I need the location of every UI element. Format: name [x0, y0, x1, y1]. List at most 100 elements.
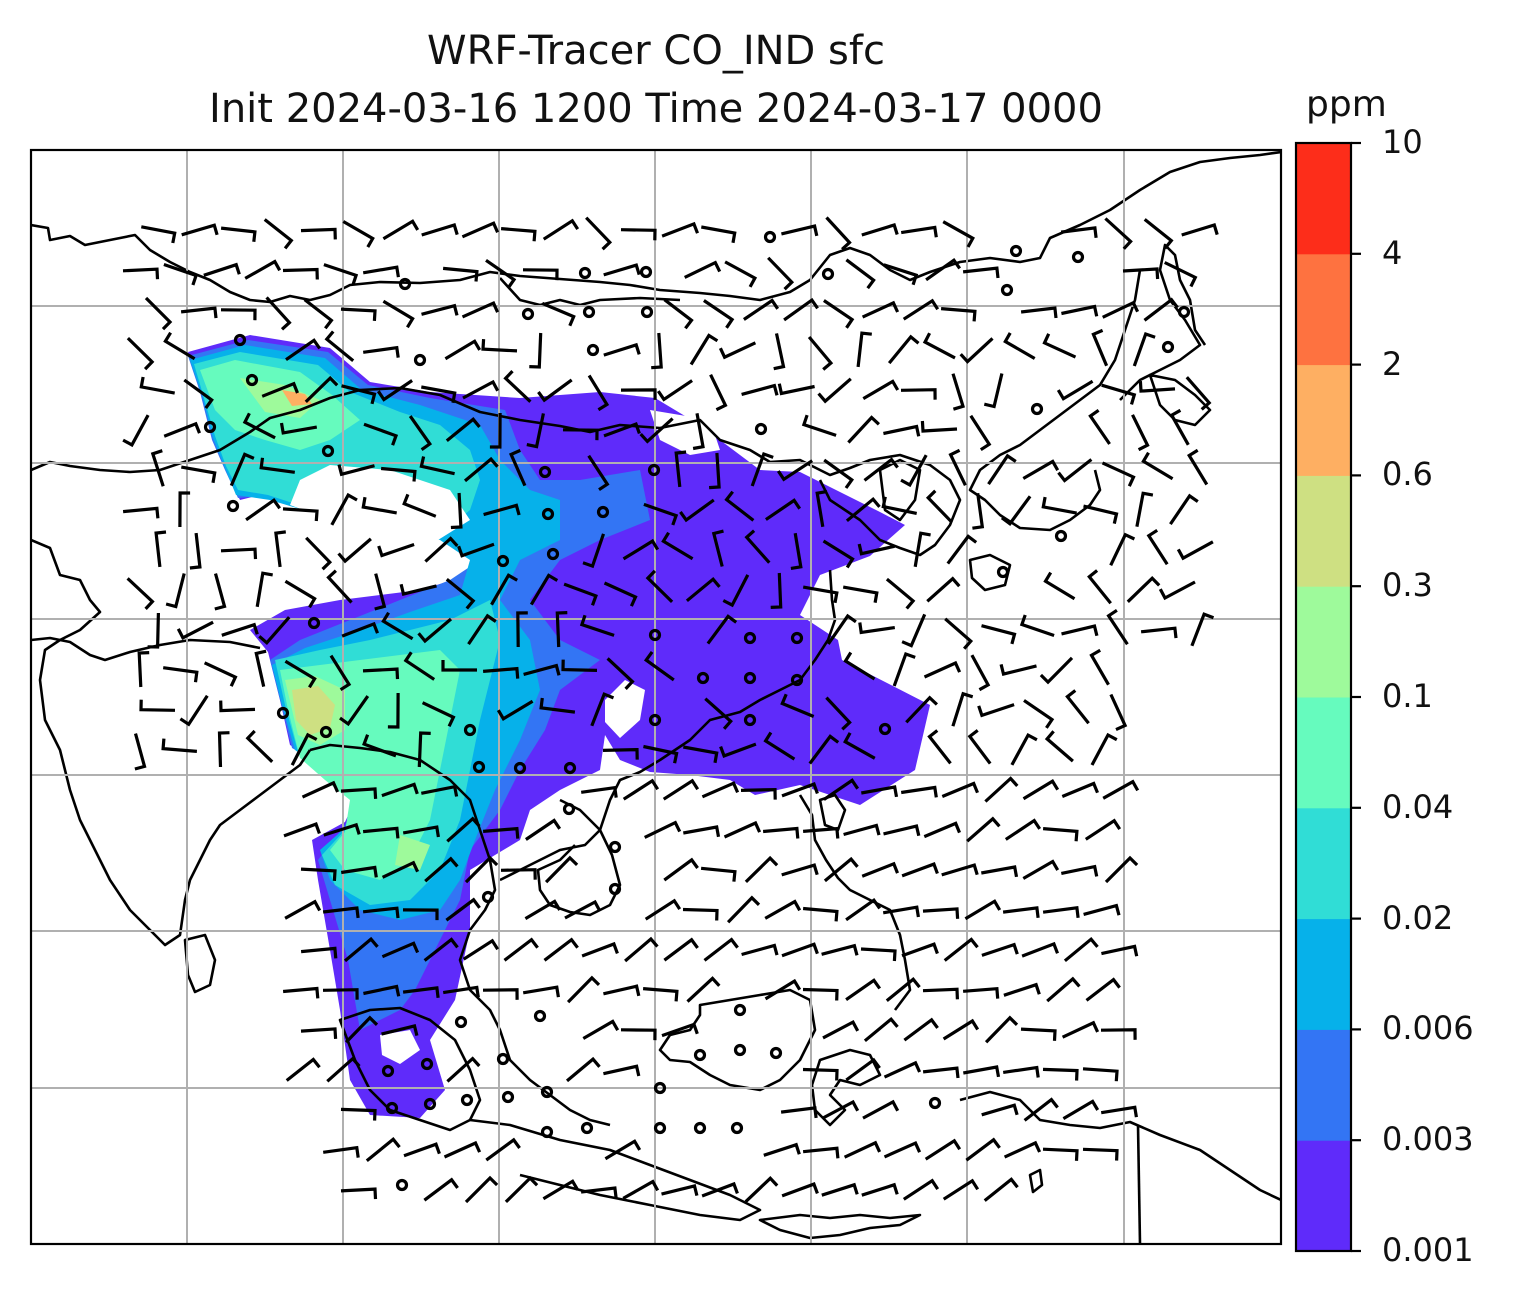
wind-barb	[303, 298, 334, 330]
wind-barb	[1083, 903, 1121, 916]
wind-barb	[823, 856, 859, 883]
wind-barb	[180, 306, 218, 319]
calm-wind-marker	[640, 305, 654, 319]
wind-barb	[329, 654, 352, 692]
wind-barb	[685, 576, 721, 603]
wind-barb	[941, 863, 979, 877]
wind-barb	[643, 502, 679, 526]
wind-barb	[706, 614, 738, 645]
wind-barb	[255, 571, 273, 608]
wind-barb	[744, 855, 779, 884]
wind-barb	[561, 659, 598, 672]
wind-barb	[882, 905, 920, 918]
wind-barb	[885, 977, 921, 1002]
wind-barb	[1101, 461, 1136, 487]
calm-wind-marker	[743, 631, 757, 645]
wind-barb	[341, 384, 377, 405]
wind-barb	[860, 947, 897, 962]
wind-barb	[923, 660, 962, 679]
wind-barb	[883, 824, 921, 837]
coastlines	[31, 150, 1281, 1244]
calm-wind-marker	[743, 713, 757, 727]
wind-barb	[1061, 1020, 1100, 1039]
calm-wind-marker	[496, 1052, 510, 1066]
wind-barb	[845, 1057, 881, 1082]
wind-barb	[183, 378, 214, 410]
colorbar-band	[1296, 364, 1351, 476]
wind-barb	[402, 825, 440, 838]
wind-barb	[901, 862, 939, 878]
wind-barb	[363, 984, 401, 997]
wind-barb	[446, 816, 481, 843]
wind-barb	[324, 330, 355, 363]
wind-barb	[679, 498, 715, 523]
calm-wind-marker	[319, 725, 333, 739]
wind-barb	[802, 906, 839, 922]
wind-barb	[282, 986, 320, 999]
wind-barb	[1122, 267, 1160, 280]
wind-barb	[442, 985, 480, 998]
wind-barb	[962, 986, 1000, 999]
wind-barb	[603, 263, 641, 277]
wind-barb	[965, 1137, 1001, 1162]
wind-barb	[718, 341, 757, 360]
wind-barb	[263, 218, 294, 250]
calm-wind-marker	[381, 1064, 395, 1078]
calm-wind-marker	[821, 267, 835, 281]
wind-barb	[1190, 612, 1215, 647]
wind-barb	[900, 225, 938, 238]
wind-barb	[925, 489, 953, 524]
wind-barb	[922, 987, 959, 1000]
calm-wind-marker	[648, 713, 662, 727]
wind-barb	[229, 452, 255, 487]
wind-barb	[1135, 491, 1154, 527]
wind-barb	[861, 300, 900, 319]
wind-barb	[1126, 575, 1161, 603]
wind-barb	[1061, 304, 1099, 317]
wind-barb	[562, 428, 599, 441]
wind-barb	[847, 415, 880, 444]
wind-barb	[1181, 222, 1219, 237]
wind-barb	[343, 936, 379, 963]
wind-barb	[461, 300, 500, 319]
wind-barb	[856, 331, 872, 368]
wind-barb	[387, 692, 400, 729]
wind-barb	[901, 613, 927, 648]
wind-barb	[362, 826, 400, 839]
wind-barb	[905, 695, 938, 724]
wind-barb	[902, 1178, 940, 1201]
wind-barb	[443, 1140, 482, 1159]
wind-barb	[981, 1103, 1019, 1117]
wind-barb	[362, 667, 400, 680]
wind-barb	[684, 260, 722, 279]
wind-barb	[740, 787, 777, 800]
wind-barb	[221, 622, 259, 637]
calm-wind-marker	[693, 1121, 707, 1135]
calm-wind-marker	[1161, 340, 1175, 354]
wind-barb	[822, 778, 860, 801]
wind-barb	[242, 412, 276, 440]
calm-wind-marker	[413, 353, 427, 367]
wind-barb	[808, 734, 840, 765]
wind-barb	[913, 531, 931, 568]
wind-barb	[529, 573, 559, 606]
wind-barb	[1062, 1099, 1100, 1120]
wind-barb	[1022, 779, 1060, 801]
wind-barb	[1141, 451, 1174, 481]
wind-barb	[508, 448, 527, 487]
wind-barb	[461, 221, 500, 239]
wind-barb	[969, 414, 992, 452]
wind-barb	[1087, 569, 1112, 605]
wind-barb	[542, 1179, 580, 1201]
calm-wind-marker	[562, 802, 576, 816]
wind-barb	[381, 1023, 419, 1036]
wind-barb	[1104, 217, 1133, 250]
calm-wind-marker	[1071, 250, 1085, 264]
wind-barb	[983, 373, 1004, 409]
wind-barb	[661, 531, 694, 561]
wind-barb	[464, 855, 499, 884]
calm-wind-marker	[398, 277, 412, 291]
wind-barb	[203, 661, 238, 687]
wind-barb	[1082, 1147, 1119, 1161]
wind-barb	[544, 855, 579, 884]
